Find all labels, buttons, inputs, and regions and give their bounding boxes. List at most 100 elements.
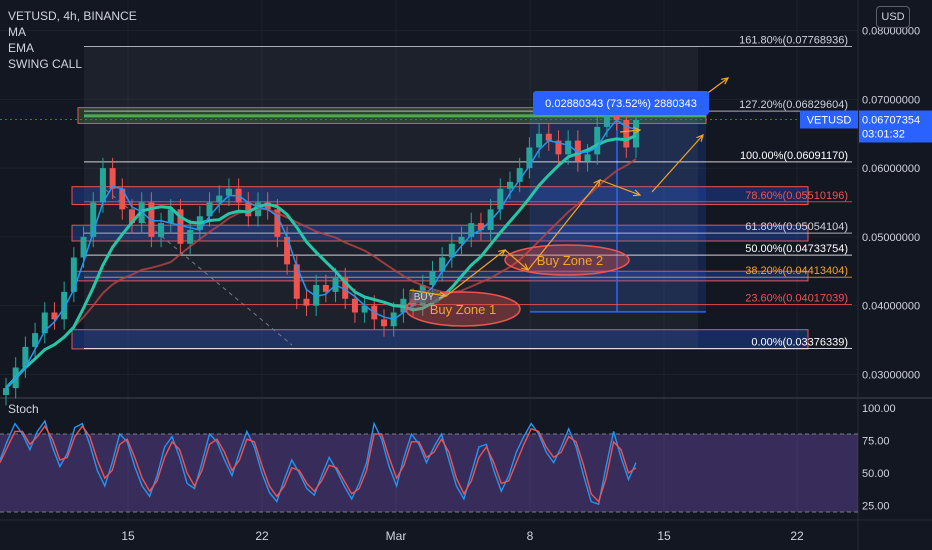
candle-body: [206, 202, 213, 217]
candle-body: [361, 305, 368, 313]
candle-body: [187, 230, 194, 244]
indicator-swing-call[interactable]: SWING CALL: [8, 57, 83, 71]
currency-button[interactable]: USD: [876, 6, 910, 28]
fib-level-label: 100.00%(0.06091170): [740, 150, 848, 162]
buy-tag-label: BUY: [414, 292, 435, 303]
time-tick-label: Mar: [386, 529, 407, 543]
candle-body: [216, 195, 223, 203]
candle-body: [584, 154, 591, 162]
price-tick-label: 0.03000000: [862, 369, 920, 381]
fib-level-label: 78.60%(0.05510196): [745, 190, 848, 202]
candle-body: [70, 257, 77, 292]
candle-body: [594, 126, 601, 155]
candle-body: [22, 346, 29, 368]
time-tick-label: 22: [790, 529, 804, 543]
chart-legend: VETUSD, 4h, BINANCE MA EMA SWING CALL: [8, 8, 137, 72]
candle-body: [516, 168, 523, 182]
fib-level-label: 50.00%(0.04733754): [745, 243, 848, 255]
stoch-pane-title[interactable]: Stoch: [8, 402, 39, 416]
price-tick-label: 0.08000000: [862, 26, 920, 38]
candle-body: [3, 388, 9, 395]
symbol-tag-bg: [800, 110, 858, 129]
trendline-dashed: [99, 184, 293, 346]
symbol-title[interactable]: VETUSD, 4h, BINANCE: [8, 9, 137, 23]
last-price-value: 0.06707354: [862, 114, 920, 126]
buy-zone-1-label: Buy Zone 1: [430, 302, 497, 317]
candle-body: [545, 133, 552, 141]
candle-body: [439, 257, 446, 272]
stoch-band: [0, 434, 858, 512]
candle-body: [99, 168, 106, 203]
stoch-tick-label: 100.00: [862, 403, 896, 415]
candle-body: [313, 285, 320, 306]
candle-body: [109, 168, 116, 189]
annotation-arrow: [409, 289, 447, 297]
candle-body: [429, 271, 436, 285]
annotation-arrow: [619, 129, 641, 133]
candle-body: [129, 209, 135, 224]
annotation-arrow: [504, 249, 529, 271]
annotation-arrowhead: [696, 133, 704, 142]
stoch-d-line: [0, 424, 637, 503]
indicator-ma[interactable]: MA: [8, 25, 26, 39]
annotation-arrowhead: [632, 189, 642, 197]
stoch-tick-label: 25.00: [862, 501, 890, 513]
candle-body: [497, 188, 504, 210]
candle-body: [381, 319, 387, 327]
annotation-arrowhead: [633, 127, 642, 135]
candle-body: [565, 140, 572, 155]
candle-body: [80, 236, 87, 258]
annotation-arrow: [651, 134, 704, 193]
stoch-tick-label: 50.00: [862, 468, 890, 480]
symbol-tag-label: VETUSD: [807, 114, 852, 126]
candle-body: [477, 223, 484, 230]
price-tick-label: 0.04000000: [862, 301, 920, 313]
candle-body: [623, 120, 630, 148]
candle-body: [613, 113, 620, 120]
ema-fast-line: [4, 134, 637, 390]
annotation-arrow: [527, 179, 601, 271]
candle-body: [245, 202, 252, 217]
candle-body: [51, 312, 58, 320]
price-tick-label: 0.07000000: [862, 94, 920, 106]
candle-body: [633, 120, 639, 148]
fib-level-label: 0.00%(0.03376339): [751, 337, 848, 349]
candle-body: [119, 188, 126, 210]
price-tick-label: 0.05000000: [862, 232, 920, 244]
buy-zone-2-label: Buy Zone 2: [537, 253, 604, 268]
time-tick-label: 15: [121, 529, 135, 543]
candle-body: [342, 278, 349, 299]
fib-level-label: 38.20%(0.04413404): [745, 265, 848, 277]
price-tick-label: 0.06000000: [862, 163, 920, 175]
candle-body: [158, 223, 165, 237]
annotation-arrow: [599, 179, 641, 196]
candle-body: [458, 236, 465, 244]
annotation-arrowhead: [721, 77, 730, 85]
candle-body: [555, 140, 562, 155]
candle-body: [61, 291, 68, 320]
candle-body: [274, 209, 281, 237]
fib-level-label: 161.80%(0.07768936): [739, 35, 848, 47]
fib-level-label: 23.60%(0.04017039): [745, 292, 848, 304]
candle-body: [468, 223, 475, 237]
candle-body: [264, 202, 271, 210]
candle-body: [177, 209, 184, 244]
candle-body: [448, 243, 455, 258]
candle-body: [90, 202, 97, 237]
annotation-arrow: [445, 249, 506, 297]
time-tick-label: 15: [657, 529, 671, 543]
candle-body: [603, 113, 610, 127]
candle-body: [32, 333, 39, 347]
fib-level-label: 61.80%(0.05054104): [745, 221, 848, 233]
candle-body: [507, 181, 513, 189]
candle-body: [526, 147, 533, 169]
candle-body: [303, 298, 310, 306]
measure-label-bg: [533, 91, 709, 115]
candle-body: [41, 312, 48, 334]
candle-body: [225, 188, 232, 196]
indicator-ema[interactable]: EMA: [8, 41, 35, 55]
last-price-countdown: 03:01:32: [862, 128, 905, 140]
candle-body: [322, 285, 329, 292]
fib-level-label: 127.20%(0.06829604): [739, 99, 848, 111]
